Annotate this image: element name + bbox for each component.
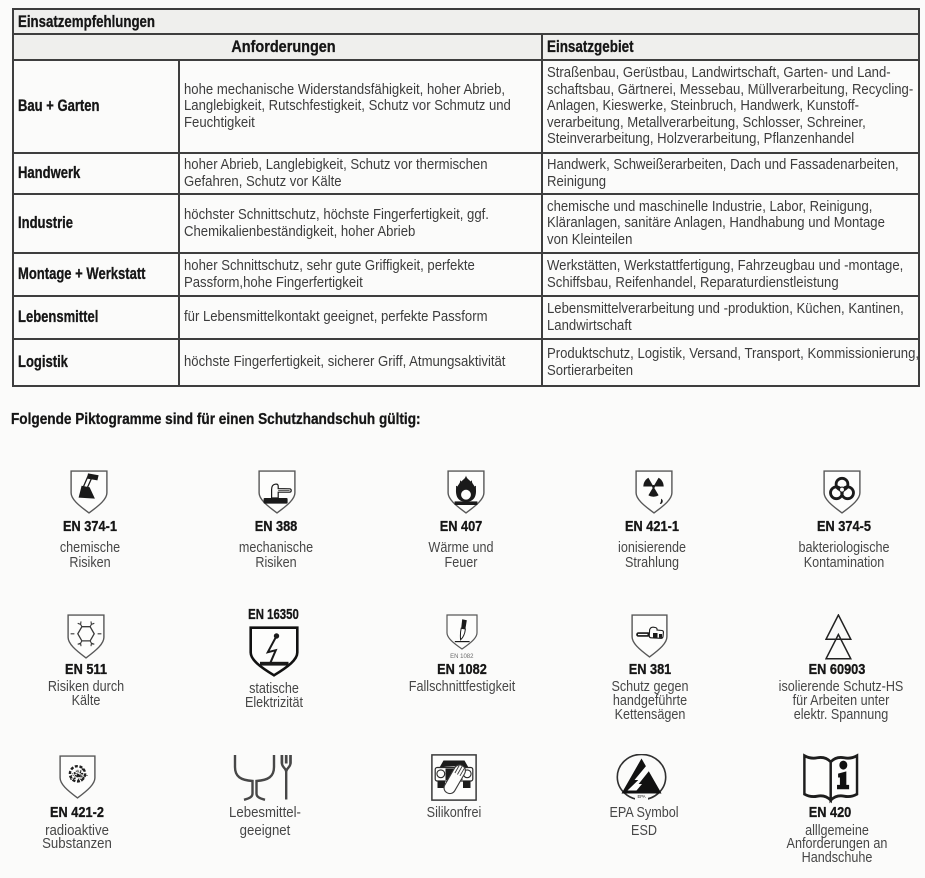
svg-text:EPA: EPA bbox=[637, 794, 645, 799]
